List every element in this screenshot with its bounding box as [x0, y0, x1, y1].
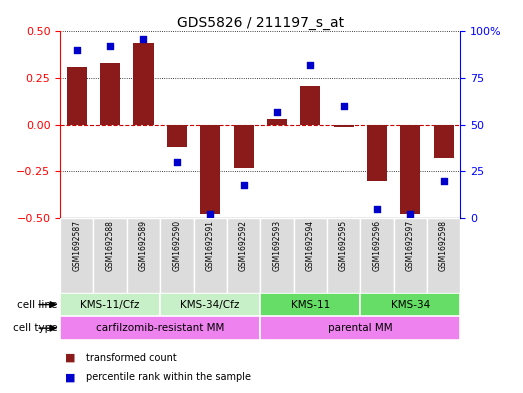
Bar	[327, 218, 360, 293]
Bar	[394, 218, 427, 293]
Bar	[400, 125, 420, 215]
Bar	[167, 125, 187, 147]
Text: GSM1692591: GSM1692591	[206, 220, 214, 271]
Text: parental MM: parental MM	[328, 323, 393, 333]
Point	[272, 108, 281, 115]
Bar	[60, 218, 94, 293]
Point	[139, 36, 147, 42]
Text: ■: ■	[65, 353, 76, 363]
Point	[173, 159, 181, 165]
Bar	[434, 125, 453, 158]
Point	[73, 47, 81, 53]
Bar	[334, 125, 354, 127]
Text: KMS-34/Cfz: KMS-34/Cfz	[180, 299, 240, 310]
Bar	[267, 119, 287, 125]
Bar	[100, 63, 120, 125]
Bar	[233, 125, 254, 168]
Point	[339, 103, 348, 109]
Bar	[160, 293, 260, 316]
Point	[373, 206, 381, 212]
Text: GSM1692595: GSM1692595	[339, 220, 348, 272]
Bar	[360, 293, 460, 316]
Text: GSM1692587: GSM1692587	[72, 220, 81, 271]
Text: GSM1692592: GSM1692592	[239, 220, 248, 271]
Bar	[293, 218, 327, 293]
Text: KMS-11/Cfz: KMS-11/Cfz	[81, 299, 140, 310]
Text: GSM1692597: GSM1692597	[406, 220, 415, 272]
Point	[240, 181, 248, 187]
Bar	[427, 218, 460, 293]
Point	[206, 211, 214, 218]
Text: carfilzomib-resistant MM: carfilzomib-resistant MM	[96, 323, 224, 333]
Text: percentile rank within the sample: percentile rank within the sample	[86, 372, 251, 382]
Text: cell line: cell line	[17, 299, 58, 310]
Bar	[260, 293, 360, 316]
Text: ■: ■	[65, 372, 76, 382]
Text: KMS-34: KMS-34	[391, 299, 430, 310]
Bar	[133, 42, 154, 125]
Text: GSM1692588: GSM1692588	[106, 220, 115, 271]
Bar	[260, 316, 460, 340]
Bar	[227, 218, 260, 293]
Point	[439, 178, 448, 184]
Text: GSM1692590: GSM1692590	[173, 220, 181, 272]
Bar	[194, 218, 227, 293]
Text: GSM1692589: GSM1692589	[139, 220, 148, 271]
Bar	[260, 218, 293, 293]
Text: GSM1692596: GSM1692596	[372, 220, 381, 272]
Text: GSM1692593: GSM1692593	[272, 220, 281, 272]
Text: cell type: cell type	[13, 323, 58, 333]
Text: GSM1692594: GSM1692594	[306, 220, 315, 272]
Bar	[200, 125, 220, 215]
Bar	[60, 316, 260, 340]
Point	[106, 43, 115, 50]
Bar	[127, 218, 160, 293]
Text: KMS-11: KMS-11	[291, 299, 330, 310]
Bar	[67, 67, 87, 125]
Point	[406, 211, 414, 218]
Bar	[300, 86, 320, 125]
Bar	[60, 293, 160, 316]
Text: transformed count: transformed count	[86, 353, 177, 363]
Text: GSM1692598: GSM1692598	[439, 220, 448, 271]
Title: GDS5826 / 211197_s_at: GDS5826 / 211197_s_at	[177, 17, 344, 30]
Bar	[160, 218, 194, 293]
Bar	[367, 125, 387, 181]
Point	[306, 62, 314, 68]
Bar	[94, 218, 127, 293]
Bar	[360, 218, 393, 293]
